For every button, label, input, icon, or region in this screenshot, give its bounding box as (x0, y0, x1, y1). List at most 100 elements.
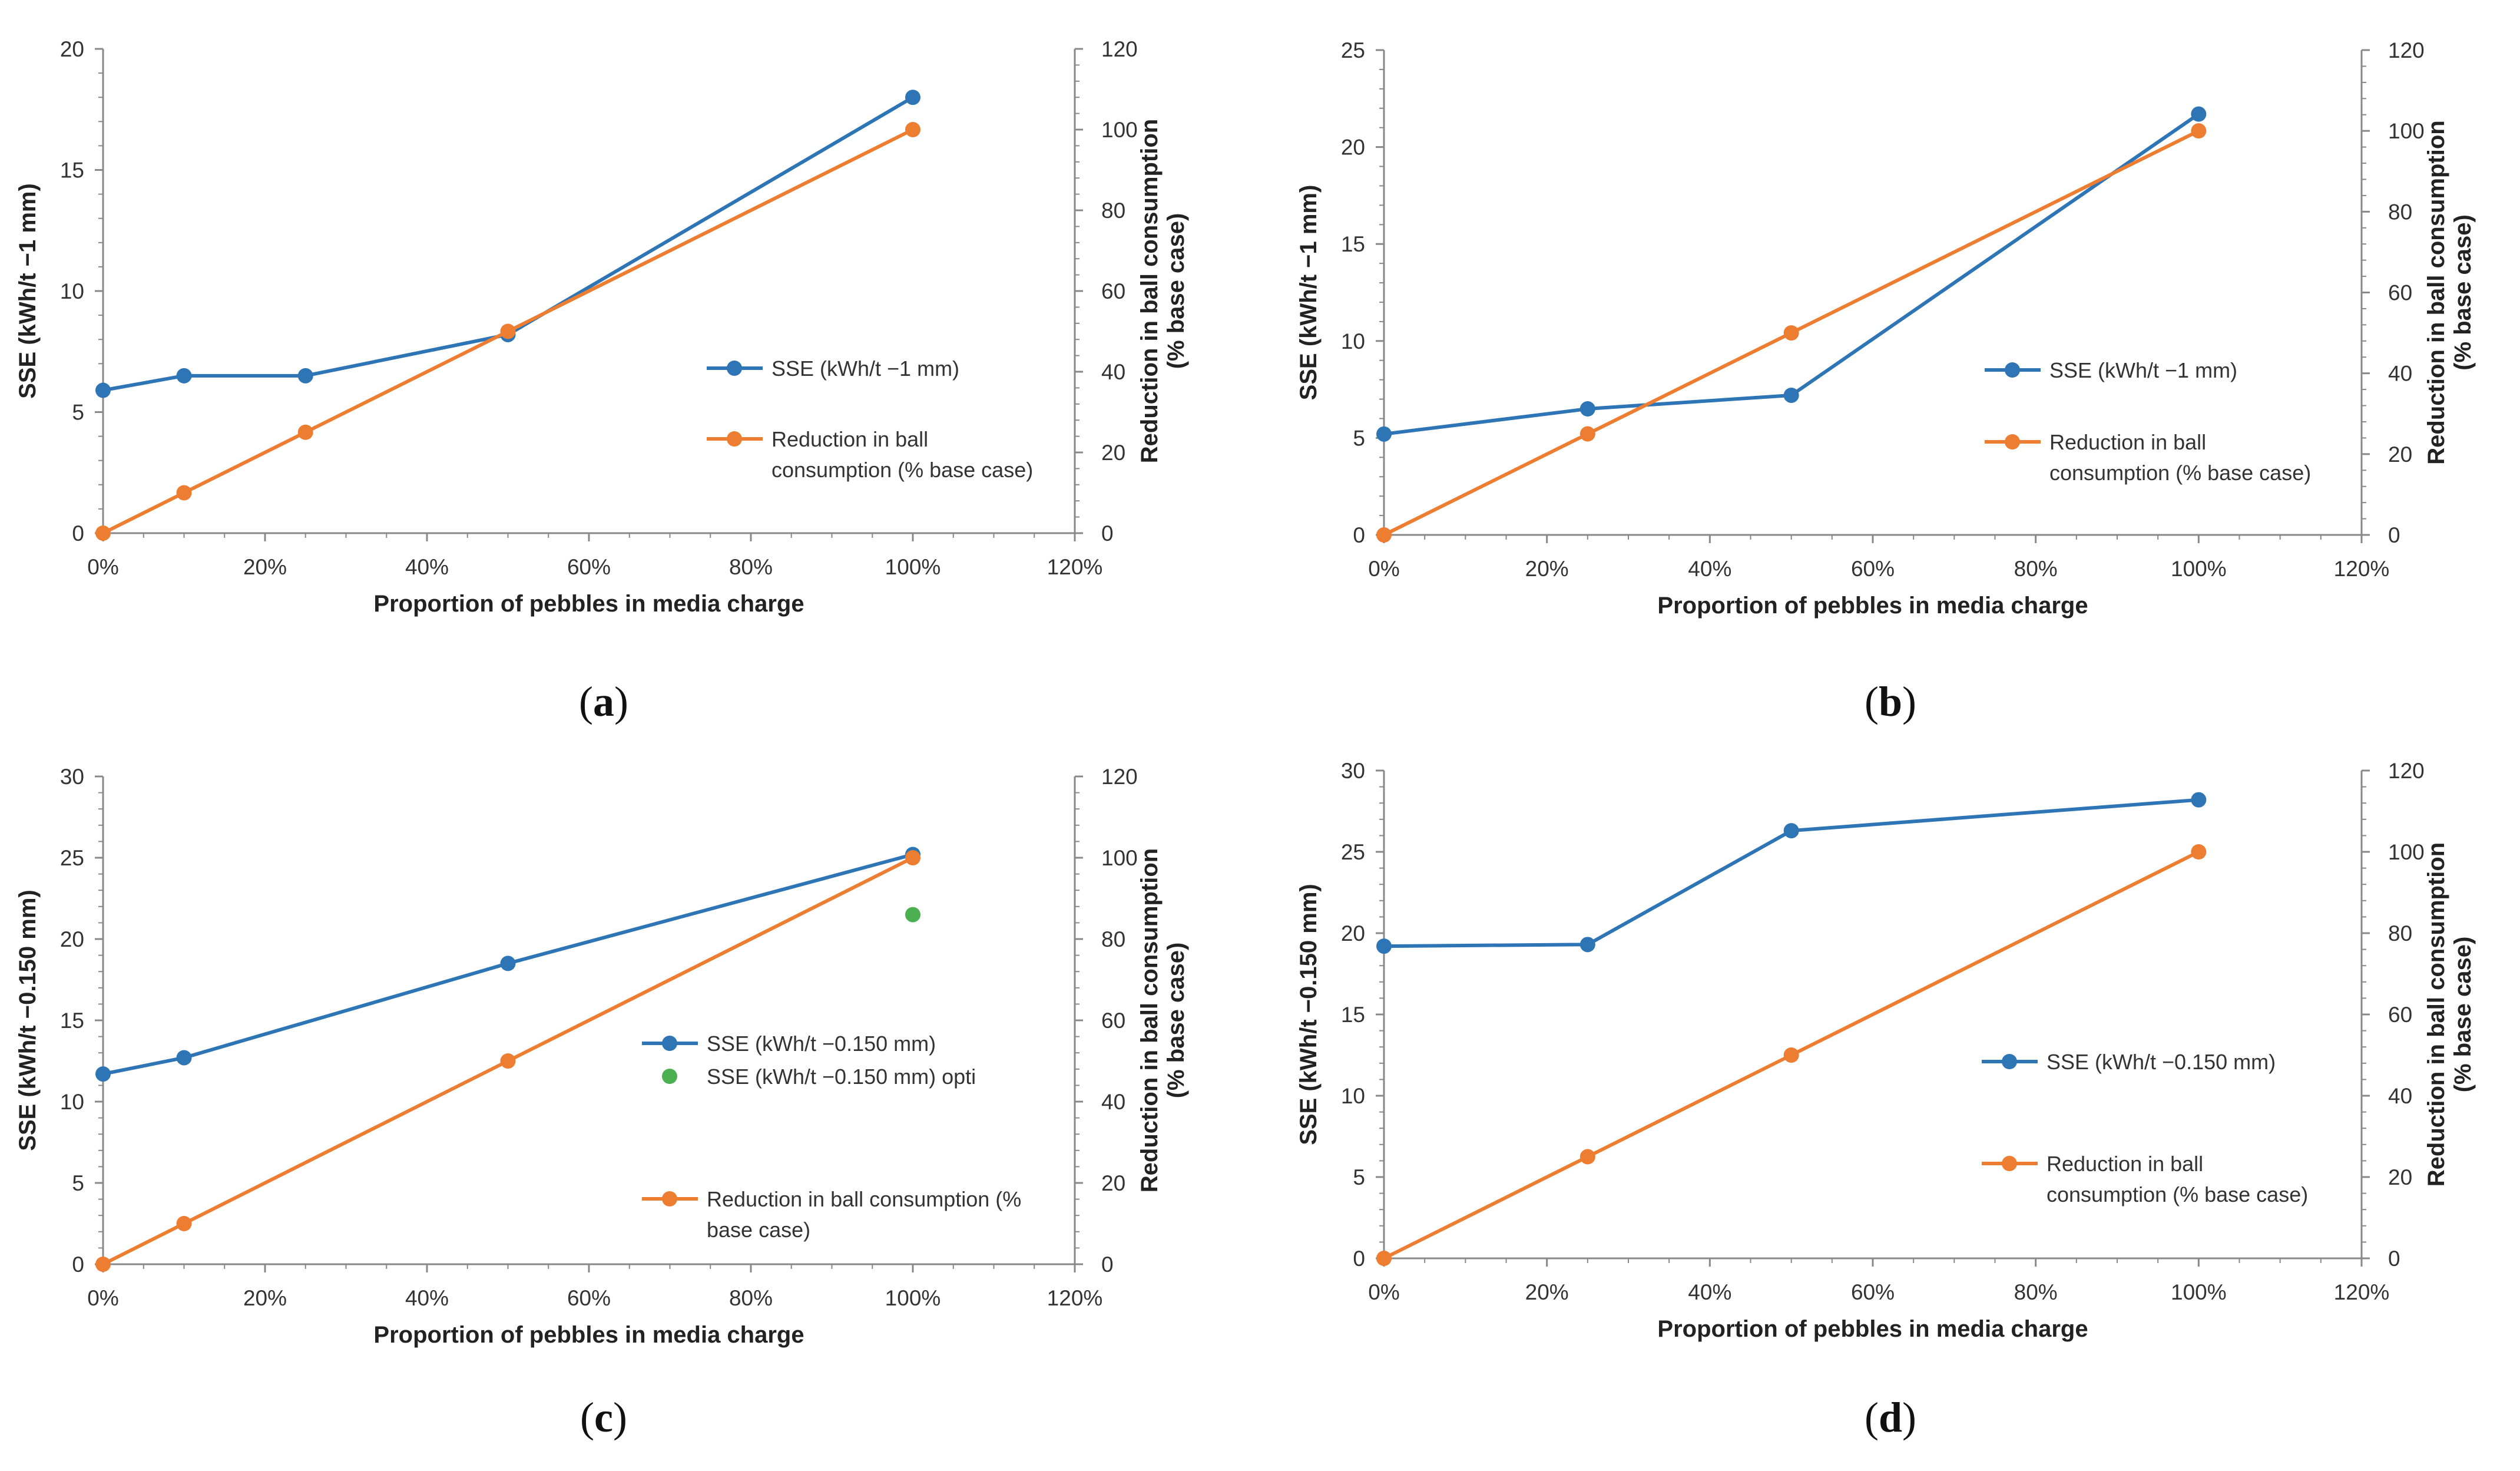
y-axis-title-left: SSE (kWh/t −0.150 mm) (1296, 884, 1322, 1145)
x-tick-label: 80% (2014, 1280, 2058, 1304)
y-tick-label-left: 25 (1341, 38, 1365, 62)
legend-label: Reduction in ball consumption (% (707, 1187, 1021, 1211)
legend-label: base case) (707, 1218, 810, 1242)
data-point (1376, 938, 1392, 954)
y-axis-title-right-line2: (% base case) (1163, 213, 1189, 369)
data-point (905, 850, 920, 865)
y-tick-label-left: 20 (60, 37, 84, 61)
series-line (102, 856, 914, 1266)
y-tick-label-right: 40 (1101, 1090, 1125, 1114)
x-tick-label: 60% (1851, 557, 1895, 581)
y-tick-label-left: 15 (60, 1009, 84, 1033)
chart-panel-a: 0% 20% 40% 60% 80% 100% 120% 0 5 10 15 20 0 20 40 60 80 1… (15, 37, 1189, 725)
data-point (297, 368, 313, 384)
y-tick-label-right: 60 (1101, 1009, 1125, 1033)
legend-label: Reduction in ball (771, 427, 928, 451)
x-tick-label: 100% (885, 1286, 941, 1310)
data-point (176, 1216, 192, 1231)
data-point (1783, 823, 1799, 839)
y-tick-label-left: 5 (72, 1171, 84, 1195)
x-tick-label: 120% (1047, 555, 1103, 579)
data-point (2191, 844, 2207, 860)
y-tick-label-left: 15 (60, 158, 84, 183)
data-point (500, 1053, 516, 1069)
data-point (176, 1050, 192, 1066)
y-tick-label-right: 80 (2388, 921, 2412, 946)
y-tick-label-left: 15 (1341, 1003, 1365, 1027)
data-point (95, 1066, 111, 1082)
x-tick-label: 80% (729, 1286, 773, 1310)
series-line (102, 852, 913, 1076)
y-tick-label-right: 20 (2388, 442, 2412, 467)
x-tick-label: 100% (2171, 557, 2227, 581)
y-tick-label-left: 10 (60, 279, 84, 303)
x-tick-label: 20% (243, 555, 287, 579)
panel-label: (a) (579, 678, 628, 725)
y-tick-label-right: 40 (1101, 360, 1125, 384)
data-point (95, 1257, 111, 1272)
data-point (905, 122, 920, 137)
x-tick-label: 40% (405, 1286, 449, 1310)
y-tick-label-right: 100 (2388, 840, 2425, 864)
chart-panel-d: 0% 20% 40% 60% 80% 100% 120% 0 5 10 15 20 25 30 0 20 40 6… (1296, 759, 2476, 1441)
x-tick-label: 0% (87, 1286, 118, 1310)
y-tick-label-right: 120 (1101, 37, 1138, 61)
data-point (1579, 426, 1595, 442)
series-line (1383, 850, 2200, 1260)
y-axis-title-right-line2: (% base case) (1163, 943, 1189, 1099)
legend-label: SSE (kWh/t −1 mm) (771, 356, 959, 381)
y-axis-title-left: SSE (kWh/t −1 mm) (15, 183, 41, 399)
legend-label: consumption (% base case) (2047, 1182, 2308, 1206)
panel-label-letter: c (594, 1394, 613, 1441)
x-tick-label: 60% (567, 1286, 611, 1310)
legend-marker (662, 1036, 677, 1051)
y-tick-label-right: 80 (2388, 200, 2412, 224)
y-tick-label-right: 80 (1101, 927, 1125, 951)
data-point (176, 368, 192, 384)
y-tick-label-left: 15 (1341, 232, 1365, 256)
y-tick-label-left: 10 (1341, 329, 1365, 353)
data-point (1579, 937, 1595, 953)
x-tick-label: 80% (729, 555, 773, 579)
data-point (95, 525, 111, 541)
y-tick-label-right: 100 (2388, 119, 2425, 143)
y-tick-label-right: 40 (2388, 362, 2412, 386)
series-line (1383, 129, 2200, 537)
data-point (2191, 792, 2207, 808)
x-tick-label: 0% (1368, 1280, 1399, 1304)
data-point (2191, 106, 2207, 122)
y-tick-label-right: 0 (2388, 523, 2400, 547)
x-tick-label: 40% (405, 555, 449, 579)
x-axis-title: Proportion of pebbles in media charge (373, 1322, 804, 1348)
y-axis-title-right-line1: Reduction in ball consumption (1137, 119, 1163, 463)
y-tick-label-right: 40 (2388, 1084, 2412, 1108)
x-axis-title: Proportion of pebbles in media charge (373, 591, 804, 617)
y-tick-label-right: 20 (2388, 1165, 2412, 1189)
panel-label-close: ) (1902, 678, 1916, 725)
x-tick-label: 80% (2014, 557, 2058, 581)
legend-marker (2002, 1156, 2017, 1171)
data-point (95, 382, 111, 398)
data-point (1376, 527, 1392, 543)
y-tick-label-left: 0 (1353, 523, 1365, 547)
data-point (1783, 387, 1799, 403)
data-point (500, 956, 516, 971)
chart-panel-c: 0% 20% 40% 60% 80% 100% 120% 0 5 10 15 20 25 30 0 20 40 6… (15, 765, 1189, 1441)
y-axis-title-right-line2: (% base case) (2450, 937, 2476, 1093)
panel-label-close: ) (614, 678, 628, 725)
data-point (1783, 325, 1799, 341)
legend-label: Reduction in ball (2049, 430, 2206, 454)
y-tick-label-right: 20 (1101, 1171, 1125, 1195)
x-tick-label: 20% (243, 1286, 287, 1310)
data-point (500, 323, 516, 339)
y-tick-label-left: 30 (1341, 759, 1365, 783)
y-tick-label-right: 0 (1101, 521, 1114, 546)
series-line (1383, 113, 2200, 436)
x-tick-label: 120% (2334, 1280, 2390, 1304)
legend-marker (2005, 434, 2020, 449)
y-tick-label-right: 120 (2388, 759, 2425, 783)
x-tick-label: 120% (2334, 557, 2390, 581)
data-point (1579, 401, 1595, 417)
y-axis-title-right-line1: Reduction in ball consumption (2423, 842, 2449, 1186)
data-point (905, 90, 920, 105)
